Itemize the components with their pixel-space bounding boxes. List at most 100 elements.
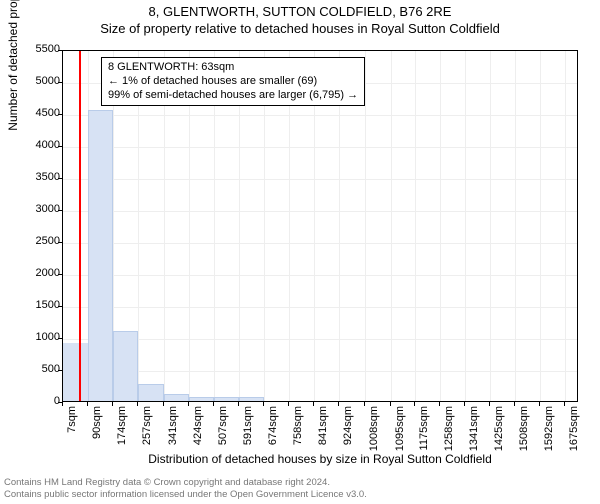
x-tick-mark xyxy=(539,402,540,406)
x-tick-label: 1258sqm xyxy=(443,406,455,456)
grid-line-vertical xyxy=(540,51,541,401)
x-tick-label: 257sqm xyxy=(141,406,153,456)
x-tick-label: 841sqm xyxy=(317,406,329,456)
x-tick-mark xyxy=(439,402,440,406)
histogram-bar xyxy=(88,110,113,401)
annotation-line-1: 8 GLENTWORTH: 63sqm xyxy=(108,61,358,75)
histogram-bar xyxy=(164,394,189,401)
y-tick-label: 4000 xyxy=(8,139,60,151)
x-tick-label: 1592sqm xyxy=(543,406,555,456)
x-tick-label: 1508sqm xyxy=(518,406,530,456)
y-tick-label: 1500 xyxy=(8,299,60,311)
x-tick-label: 424sqm xyxy=(192,406,204,456)
grid-line-horizontal xyxy=(63,371,577,372)
x-tick-mark xyxy=(87,402,88,406)
y-tick-label: 4500 xyxy=(8,107,60,119)
x-tick-mark xyxy=(62,402,63,406)
y-tick-label: 5000 xyxy=(8,75,60,87)
y-tick-label: 2500 xyxy=(8,235,60,247)
grid-line-vertical xyxy=(565,51,566,401)
histogram-bar xyxy=(113,331,138,401)
x-tick-label: 1175sqm xyxy=(418,406,430,456)
histogram-bar xyxy=(63,343,88,401)
x-tick-label: 1341sqm xyxy=(468,406,480,456)
x-tick-label: 1008sqm xyxy=(368,406,380,456)
grid-line-vertical xyxy=(415,51,416,401)
grid-line-horizontal xyxy=(63,147,577,148)
grid-line-horizontal xyxy=(63,179,577,180)
property-annotation-box: 8 GLENTWORTH: 63sqm ← 1% of detached hou… xyxy=(101,57,365,106)
y-tick-mark xyxy=(58,306,62,307)
grid-line-vertical xyxy=(490,51,491,401)
x-tick-label: 1675sqm xyxy=(568,406,580,456)
x-tick-label: 341sqm xyxy=(167,406,179,456)
y-tick-mark xyxy=(58,242,62,243)
x-tick-mark xyxy=(514,402,515,406)
grid-line-vertical xyxy=(465,51,466,401)
y-tick-label: 3500 xyxy=(8,171,60,183)
x-tick-mark xyxy=(163,402,164,406)
histogram-bar xyxy=(239,397,264,401)
annotation-line-3: 99% of semi-detached houses are larger (… xyxy=(108,89,358,103)
grid-line-horizontal xyxy=(63,307,577,308)
footer-line-1: Contains HM Land Registry data © Crown c… xyxy=(4,477,367,488)
x-tick-label: 924sqm xyxy=(342,406,354,456)
y-tick-mark xyxy=(58,210,62,211)
y-tick-label: 500 xyxy=(8,363,60,375)
property-marker-line xyxy=(79,51,81,401)
x-tick-label: 507sqm xyxy=(217,406,229,456)
y-tick-mark xyxy=(58,178,62,179)
footer-attribution: Contains HM Land Registry data © Crown c… xyxy=(4,477,367,500)
x-tick-label: 90sqm xyxy=(91,406,103,456)
x-tick-mark xyxy=(137,402,138,406)
x-tick-label: 1095sqm xyxy=(394,406,406,456)
x-tick-mark xyxy=(313,402,314,406)
histogram-bar xyxy=(138,384,163,401)
x-tick-mark xyxy=(213,402,214,406)
grid-line-horizontal xyxy=(63,243,577,244)
x-tick-label: 758sqm xyxy=(292,406,304,456)
x-tick-mark xyxy=(238,402,239,406)
x-tick-label: 674sqm xyxy=(267,406,279,456)
x-tick-label: 1425sqm xyxy=(493,406,505,456)
x-tick-mark xyxy=(188,402,189,406)
grid-line-vertical xyxy=(391,51,392,401)
x-tick-label: 591sqm xyxy=(242,406,254,456)
grid-line-horizontal xyxy=(63,339,577,340)
y-tick-label: 0 xyxy=(8,395,60,407)
y-tick-label: 5500 xyxy=(8,43,60,55)
y-tick-mark xyxy=(58,114,62,115)
y-tick-mark xyxy=(58,146,62,147)
y-tick-label: 3000 xyxy=(8,203,60,215)
x-tick-mark xyxy=(390,402,391,406)
y-tick-mark xyxy=(58,370,62,371)
y-tick-label: 2000 xyxy=(8,267,60,279)
x-tick-mark xyxy=(364,402,365,406)
x-tick-mark xyxy=(263,402,264,406)
x-tick-mark xyxy=(338,402,339,406)
page-title-line2: Size of property relative to detached ho… xyxy=(0,21,600,36)
x-tick-label: 7sqm xyxy=(66,406,78,456)
annotation-line-2: ← 1% of detached houses are smaller (69) xyxy=(108,75,358,89)
footer-line-2: Contains public sector information licen… xyxy=(4,489,367,500)
grid-line-vertical xyxy=(515,51,516,401)
x-tick-mark xyxy=(489,402,490,406)
y-tick-mark xyxy=(58,82,62,83)
chart-plot-area: 8 GLENTWORTH: 63sqm ← 1% of detached hou… xyxy=(62,50,578,402)
grid-line-horizontal xyxy=(63,211,577,212)
y-tick-mark xyxy=(58,274,62,275)
page-title-line1: 8, GLENTWORTH, SUTTON COLDFIELD, B76 2RE xyxy=(0,4,600,19)
histogram-bar xyxy=(189,397,214,401)
x-tick-mark xyxy=(464,402,465,406)
y-tick-mark xyxy=(58,50,62,51)
x-tick-mark xyxy=(414,402,415,406)
x-tick-label: 174sqm xyxy=(116,406,128,456)
grid-line-vertical xyxy=(440,51,441,401)
x-tick-mark xyxy=(112,402,113,406)
grid-line-horizontal xyxy=(63,275,577,276)
grid-line-horizontal xyxy=(63,115,577,116)
x-tick-mark xyxy=(288,402,289,406)
x-tick-mark xyxy=(564,402,565,406)
y-tick-label: 1000 xyxy=(8,331,60,343)
histogram-bar xyxy=(214,397,239,401)
